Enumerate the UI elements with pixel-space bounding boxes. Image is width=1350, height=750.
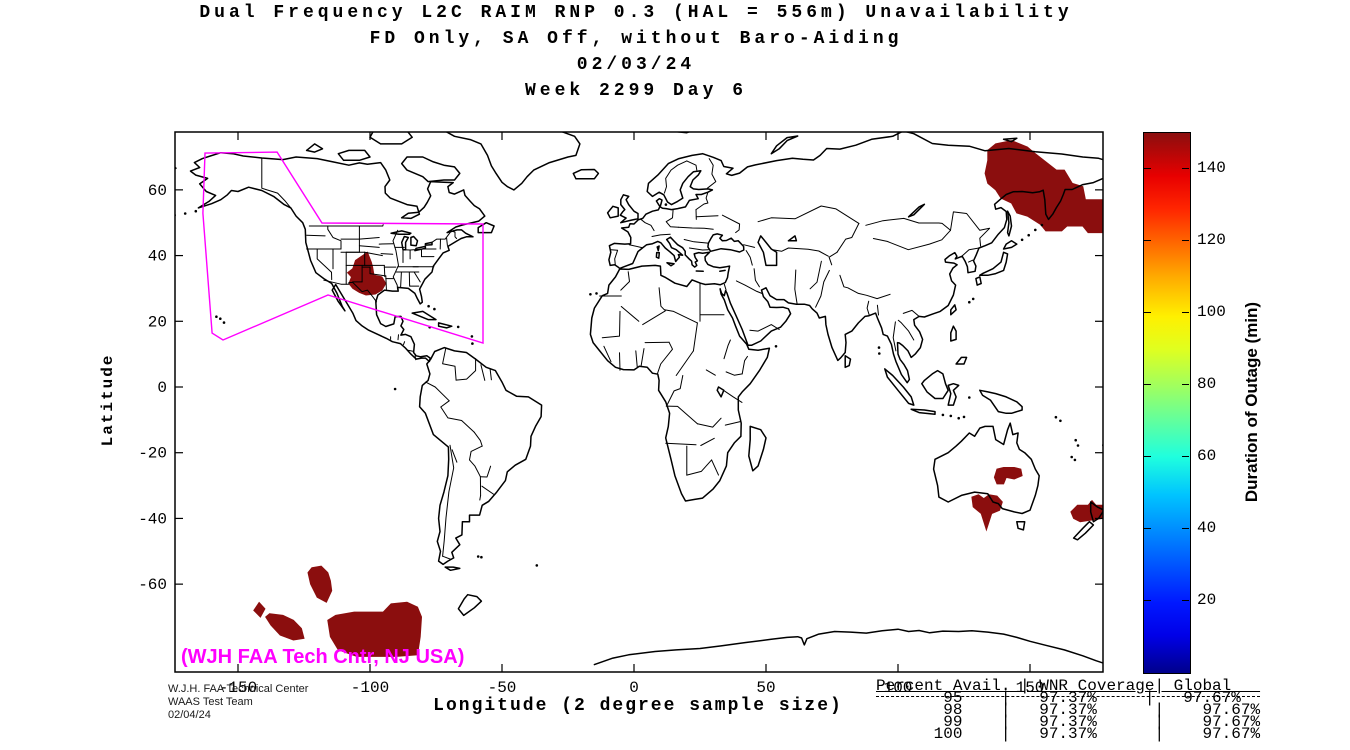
- outage-patch-us-southwest: [346, 251, 387, 296]
- colorbar-tick-mark: [1144, 600, 1151, 601]
- coverage-table: Percent Avail. | WNR Coverage| Global 95…: [876, 677, 1261, 743]
- colorbar-tick-label: 60: [1197, 447, 1217, 465]
- outage-region-patches: [253, 140, 1103, 657]
- colorbar-tick-mark: [1182, 168, 1189, 169]
- outage-patch-south-pacific-large: [327, 601, 423, 657]
- axis-tick-labels: -150 -100 -50 0 50 100 150 60 40 20 0 -20 -40 -60: [138, 182, 1044, 697]
- outage-patch-south-pacific-mid: [265, 613, 305, 641]
- y-tick-label: 20: [148, 313, 167, 331]
- coastlines-layer: [175, 132, 1103, 666]
- colorbar-tick-label: 140: [1197, 159, 1226, 177]
- outage-patch-northeast-asia-okhotsk: [984, 140, 1103, 234]
- colorbar-tick-mark: [1144, 456, 1151, 457]
- colorbar-tick-mark: [1182, 528, 1189, 529]
- waas-coverage-boundary: [202, 151, 484, 344]
- y-tick-label: 60: [148, 182, 167, 200]
- outage-patch-australia-north: [993, 467, 1023, 485]
- y-tick-label: 40: [148, 248, 167, 266]
- colorbar-tick-mark: [1144, 384, 1151, 385]
- y-tick-label: -20: [138, 445, 167, 463]
- facility-date: 02/04/24: [168, 709, 211, 721]
- axis-tick-marks: [175, 132, 1103, 672]
- colorbar-tick-label: 40: [1197, 519, 1217, 537]
- colorbar-tick-mark: [1144, 240, 1151, 241]
- x-tick-label: 150: [1016, 679, 1045, 697]
- y-tick-label: -40: [138, 510, 167, 528]
- outage-patch-australia-south: [971, 494, 1003, 532]
- colorbar-tick-label: 100: [1197, 303, 1226, 321]
- colorbar-tick-mark: [1182, 240, 1189, 241]
- chart-title-week: Week 2299 Day 6: [524, 81, 748, 101]
- colorbar-tick-mark: [1182, 600, 1189, 601]
- map-credit-annotation: (WJH FAA Tech Cntr, NJ USA): [181, 646, 465, 668]
- x-tick-label: -100: [351, 679, 389, 697]
- x-tick-label: 50: [756, 679, 775, 697]
- y-tick-label: 0: [157, 379, 167, 397]
- coverage-table-header: Percent Avail. | WNR Coverage| Global: [876, 677, 1261, 697]
- colorbar-tick-mark: [1182, 456, 1189, 457]
- country-state-borders-layer: [261, 157, 991, 560]
- chart-title-line1: Dual Frequency L2C RAIM RNP 0.3 (HAL = 5…: [199, 3, 1073, 23]
- chart-title-date: 02/03/24: [576, 55, 696, 75]
- x-tick-label: 0: [629, 679, 639, 697]
- facility-team: WAAS Test Team: [168, 696, 253, 708]
- outage-patch-south-pacific-small: [253, 601, 266, 618]
- x-axis-label: Longitude (2 degree sample size): [433, 696, 843, 716]
- plot-box-border: [174, 131, 1104, 673]
- colorbar-tick-mark: [1144, 168, 1151, 169]
- facility-name: W.J.H. FAA Technical Center: [168, 683, 309, 695]
- colorbar-tick-mark: [1182, 312, 1189, 313]
- colorbar-tick-label: 20: [1197, 591, 1217, 609]
- x-tick-label: 100: [884, 679, 913, 697]
- x-tick-label: -50: [488, 679, 517, 697]
- chart-title-line2: FD Only, SA Off, without Baro-Aiding: [369, 29, 903, 49]
- colorbar-tick-mark: [1144, 528, 1151, 529]
- colorbar-tick-mark: [1182, 384, 1189, 385]
- x-tick-label: -150: [219, 679, 257, 697]
- colorbar-tick-label: 120: [1197, 231, 1226, 249]
- y-tick-label: -60: [138, 576, 167, 594]
- colorbar-gradient: [1143, 132, 1191, 674]
- facility-credit-block: W.J.H. FAA Technical Center WAAS Test Te…: [168, 683, 308, 722]
- colorbar-tick-mark: [1144, 312, 1151, 313]
- colorbar-tick-label: 80: [1197, 375, 1217, 393]
- outage-patch-south-pacific-upper: [307, 565, 333, 603]
